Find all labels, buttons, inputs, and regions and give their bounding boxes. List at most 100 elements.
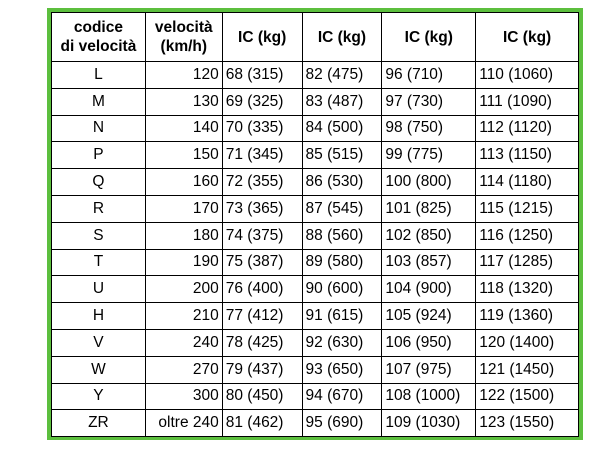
table-row: T 190 75 (387) 89 (580) 103 (857) 117 (1285) (51, 248, 579, 277)
load-index: 79 (437) (221, 355, 303, 384)
table-row: Y 300 80 (450) 94 (670) 108 (1000) 122 (1500) (51, 382, 579, 411)
load-index: 90 (600) (301, 275, 383, 304)
header-text: IC (kg) (502, 28, 552, 46)
speed-value: 210 (144, 302, 223, 330)
load-index: 109 (1030) (381, 409, 477, 438)
load-index: 102 (850) (381, 221, 477, 250)
load-index: 123 (1550) (475, 409, 579, 438)
load-index: 86 (530) (301, 168, 383, 196)
load-index: 73 (365) (221, 194, 303, 223)
load-index: 111 (1090) (475, 87, 579, 116)
table-row: R 170 73 (365) 87 (545) 101 (825) 115 (1215) (51, 194, 579, 223)
table-row: N 140 70 (335) 84 (500) 98 (750) 112 (1120) (51, 114, 579, 143)
load-index: 118 (1320) (475, 275, 579, 304)
load-index: 120 (1400) (475, 328, 579, 357)
speed-value: 200 (144, 275, 223, 304)
load-index: 69 (325) (221, 87, 303, 116)
load-index: 80 (450) (221, 382, 303, 411)
load-index: 110 (1060) (475, 61, 579, 89)
speed-value: oltre 240 (144, 409, 223, 438)
load-index: 108 (1000) (381, 382, 477, 411)
load-index: 112 (1120) (475, 114, 579, 143)
table-row: ZR oltre 240 81 (462) 95 (690) 109 (1030) 123… (51, 409, 579, 438)
header-cell: IC (kg) (221, 12, 303, 62)
speed-value: 120 (144, 61, 223, 89)
load-index: 95 (690) (301, 409, 383, 438)
speed-value: 240 (144, 328, 223, 357)
load-index: 76 (400) (221, 275, 303, 304)
load-index: 77 (412) (221, 302, 303, 330)
speed-code: L (51, 61, 146, 89)
speed-code: M (51, 87, 146, 116)
load-index: 114 (1180) (475, 168, 579, 196)
speed-value: 170 (144, 194, 223, 223)
load-index: 103 (857) (381, 248, 477, 277)
load-index: 68 (315) (221, 61, 303, 89)
table-body: L 120 68 (315) 82 (475) 96 (710) 110 (1060) M 1… (51, 61, 579, 438)
header-cell: IC (kg) (301, 12, 383, 62)
load-index: 98 (750) (381, 114, 477, 143)
speed-index-table: codice di velocità velocità (km/h) IC (kg) IC… (51, 12, 579, 438)
header-text: velocità (154, 19, 213, 36)
header-cell: IC (kg) (475, 12, 579, 62)
load-index: 93 (650) (301, 355, 383, 384)
load-index: 74 (375) (221, 221, 303, 250)
speed-value: 180 (144, 221, 223, 250)
header-cell: codice di velocità (51, 12, 146, 62)
load-index: 78 (425) (221, 328, 303, 357)
load-index: 100 (800) (381, 168, 477, 196)
load-index: 106 (950) (381, 328, 477, 357)
load-index: 101 (825) (381, 194, 477, 223)
header-text: (km/h) (160, 38, 208, 55)
table-row: S 180 74 (375) 88 (560) 102 (850) 116 (1250) (51, 221, 579, 250)
load-index: 104 (900) (381, 275, 477, 304)
header-cell: IC (kg) (381, 12, 477, 62)
load-index: 117 (1285) (475, 248, 579, 277)
speed-value: 270 (144, 355, 223, 384)
speed-value: 190 (144, 248, 223, 277)
speed-value: 150 (144, 141, 223, 170)
load-index: 83 (487) (301, 87, 383, 116)
load-index: 105 (924) (381, 302, 477, 330)
table-row: H 210 77 (412) 91 (615) 105 (924) 119 (1360) (51, 302, 579, 330)
load-index: 107 (975) (381, 355, 477, 384)
header-text: IC (kg) (404, 28, 453, 46)
load-index: 116 (1250) (475, 221, 579, 250)
load-index: 99 (775) (381, 141, 477, 170)
header-text: IC (kg) (317, 28, 367, 46)
header-row: codice di velocità velocità (km/h) IC (kg) IC… (51, 12, 579, 62)
load-index: 71 (345) (221, 141, 303, 170)
load-index: 84 (500) (301, 114, 383, 143)
header-text: di velocità (60, 38, 137, 55)
load-index: 70 (335) (221, 114, 303, 143)
load-index: 81 (462) (221, 409, 303, 438)
table-row: W 270 79 (437) 93 (650) 107 (975) 121 (1450) (51, 355, 579, 384)
speed-code: N (51, 114, 146, 143)
speed-code: P (51, 141, 146, 170)
load-index: 113 (1150) (475, 141, 579, 170)
table-frame: codice di velocità velocità (km/h) IC (kg) IC… (47, 8, 583, 440)
speed-code: T (51, 248, 146, 277)
speed-code: U (51, 275, 146, 304)
load-index: 119 (1360) (475, 302, 579, 330)
load-index: 85 (515) (301, 141, 383, 170)
table-row: U 200 76 (400) 90 (600) 104 (900) 118 (1320) (51, 275, 579, 304)
speed-code: R (51, 194, 146, 223)
table-row: V 240 78 (425) 92 (630) 106 (950) 120 (1400) (51, 328, 579, 357)
load-index: 92 (630) (301, 328, 383, 357)
speed-code: V (51, 328, 146, 357)
speed-code: ZR (51, 409, 146, 438)
load-index: 88 (560) (301, 221, 383, 250)
speed-value: 160 (144, 168, 223, 196)
speed-value: 300 (144, 382, 223, 411)
speed-code: Y (51, 382, 146, 411)
load-index: 75 (387) (221, 248, 303, 277)
load-index: 96 (710) (381, 61, 477, 89)
load-index: 121 (1450) (475, 355, 579, 384)
load-index: 89 (580) (301, 248, 383, 277)
speed-code: W (51, 355, 146, 384)
load-index: 97 (730) (381, 87, 477, 116)
speed-code: S (51, 221, 146, 250)
load-index: 94 (670) (301, 382, 383, 411)
header-text: IC (kg) (238, 28, 287, 46)
